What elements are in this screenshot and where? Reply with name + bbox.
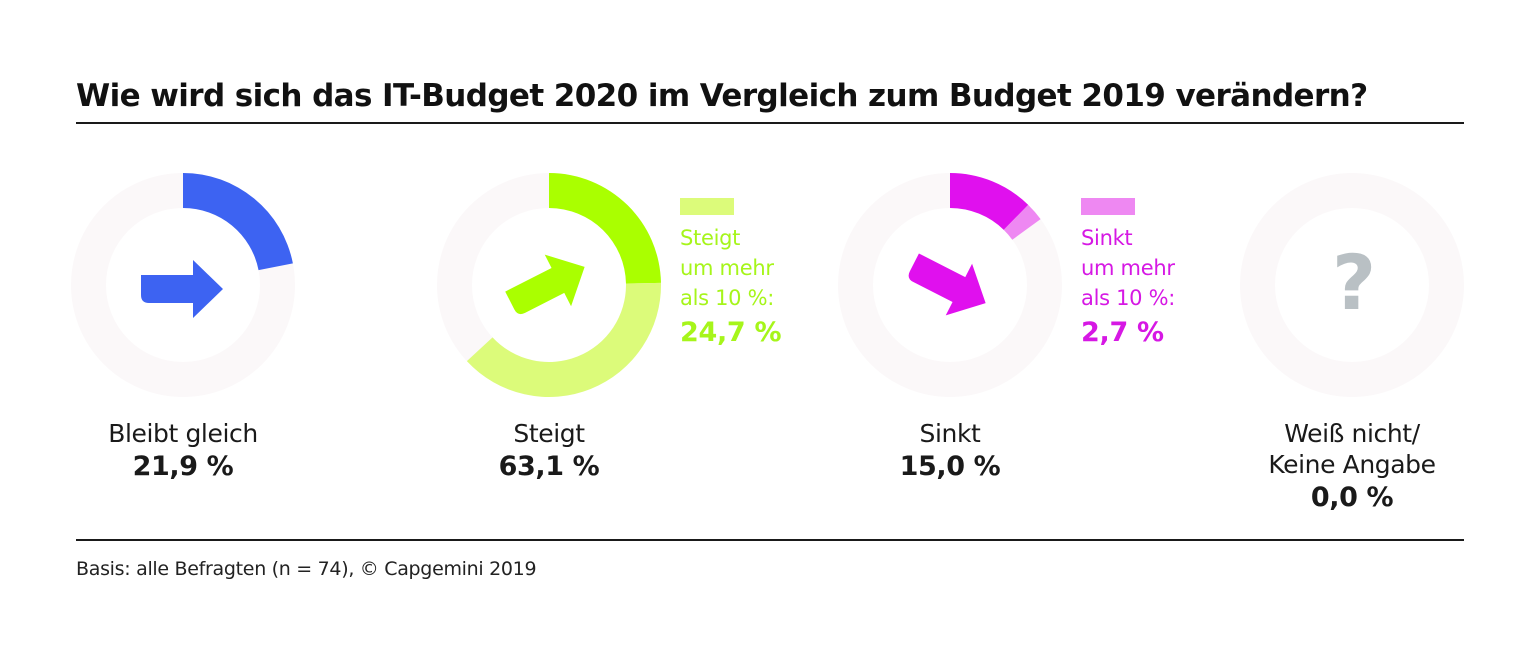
- category-value: 0,0 %: [1310, 482, 1394, 513]
- category-name: Sinkt: [919, 419, 981, 448]
- category-name-line2: Keine Angabe: [1268, 450, 1436, 479]
- title-divider: [76, 122, 1464, 124]
- category-value: 63,1 %: [498, 451, 600, 482]
- donut-bleibt-gleich: [71, 173, 295, 397]
- category-name: Bleibt gleich: [108, 419, 258, 448]
- arrow-down-right-icon: [908, 253, 986, 316]
- category-label-bleibt-gleich: Bleibt gleich 21,9 %: [83, 418, 283, 485]
- question-mark-icon: ?: [1332, 238, 1376, 327]
- sub-legend-line: Steigt: [680, 226, 741, 250]
- donut-segment: [1003, 204, 1041, 240]
- sub-legend-value: 2,7 %: [1081, 317, 1164, 348]
- donut-segment: [466, 282, 661, 398]
- sub-legend-steigt: Steigt um mehr als 10 %: 24,7 %: [680, 198, 782, 353]
- legend-swatch-sinkt-mehr-10: [1081, 198, 1135, 215]
- sub-legend-line: als 10 %:: [1081, 286, 1176, 310]
- category-name: Weiß nicht/: [1284, 419, 1420, 448]
- donut-segment: [183, 173, 293, 271]
- category-name: Steigt: [513, 419, 585, 448]
- sub-legend-line: um mehr: [680, 256, 774, 280]
- chart-title: Wie wird sich das IT-Budget 2020 im Verg…: [76, 78, 1368, 114]
- category-value: 21,9 %: [132, 451, 234, 482]
- category-value: 15,0 %: [899, 451, 1001, 482]
- sub-legend-line: Sinkt: [1081, 226, 1133, 250]
- donut-track: [1240, 173, 1464, 397]
- donut-sinkt: [838, 173, 1062, 397]
- sub-legend-line: um mehr: [1081, 256, 1175, 280]
- source-note: Basis: alle Befragten (n = 74), © Capgem…: [76, 558, 537, 580]
- legend-swatch-steigt-mehr-10: [680, 198, 734, 215]
- sub-legend-value: 24,7 %: [680, 317, 782, 348]
- arrow-right-icon: [141, 260, 223, 318]
- donut-weiss-nicht: ?: [1240, 173, 1464, 397]
- sub-legend-sinkt: Sinkt um mehr als 10 %: 2,7 %: [1081, 198, 1175, 353]
- category-label-sinkt: Sinkt 15,0 %: [850, 418, 1050, 485]
- category-label-steigt: Steigt 63,1 %: [449, 418, 649, 485]
- donut-segment: [549, 173, 661, 284]
- footer-divider: [76, 539, 1464, 541]
- donut-steigt: [437, 173, 661, 398]
- sub-legend-line: als 10 %:: [680, 286, 775, 310]
- donut-segment: [950, 173, 1029, 230]
- category-label-weiss-nicht: Weiß nicht/ Keine Angabe 0,0 %: [1232, 418, 1472, 516]
- arrow-up-right-icon: [505, 254, 585, 315]
